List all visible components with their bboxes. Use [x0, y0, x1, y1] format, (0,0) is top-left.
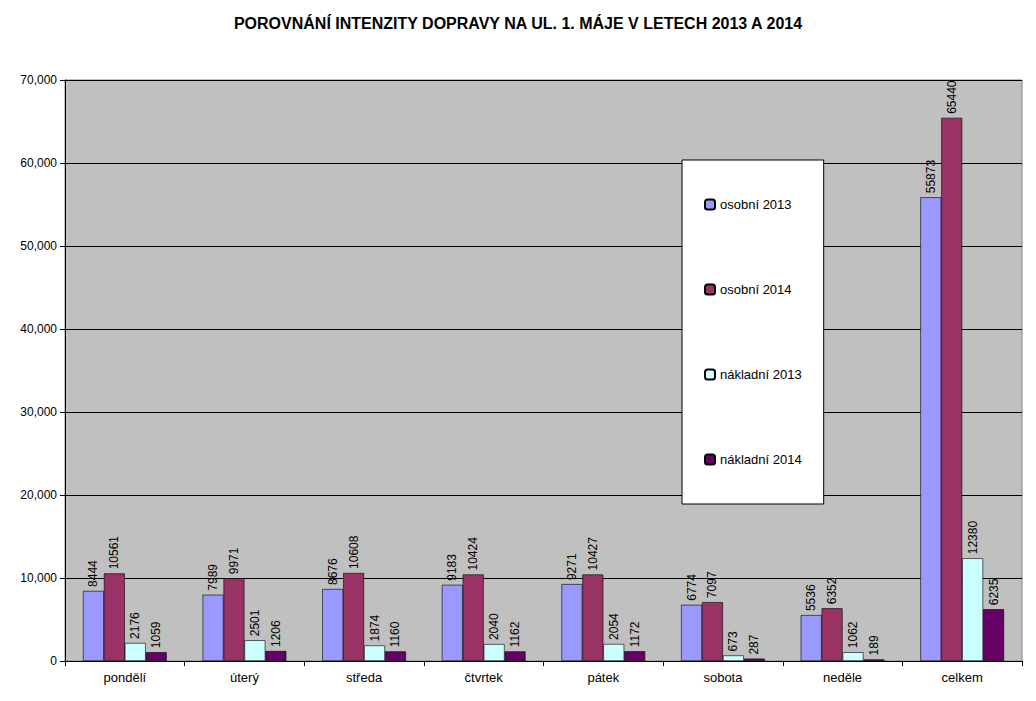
svg-text:40,000: 40,000	[20, 322, 57, 336]
svg-text:osobní 2013: osobní 2013	[720, 197, 792, 212]
svg-text:neděle: neděle	[823, 670, 862, 685]
svg-text:2501: 2501	[248, 609, 262, 636]
svg-text:6352: 6352	[825, 577, 839, 604]
svg-text:osobní 2014: osobní 2014	[720, 282, 792, 297]
svg-text:50,000: 50,000	[20, 239, 57, 253]
svg-text:POROVNÁNÍ INTENZITY DOPRAVY NA: POROVNÁNÍ INTENZITY DOPRAVY NA UL. 1. MÁ…	[234, 14, 802, 32]
svg-text:9271: 9271	[565, 553, 579, 580]
svg-text:0: 0	[50, 654, 57, 668]
svg-text:10561: 10561	[107, 536, 121, 570]
svg-text:1160: 1160	[388, 621, 402, 647]
svg-text:8676: 8676	[326, 558, 340, 585]
svg-text:7989: 7989	[206, 564, 220, 591]
svg-text:10424: 10424	[466, 537, 480, 571]
svg-text:6235: 6235	[987, 578, 1001, 605]
svg-text:2040: 2040	[487, 613, 501, 640]
svg-text:2054: 2054	[607, 613, 621, 640]
svg-text:1206: 1206	[269, 620, 283, 647]
svg-text:9971: 9971	[227, 547, 241, 574]
svg-text:nákladní 2014: nákladní 2014	[720, 452, 802, 467]
svg-text:30,000: 30,000	[20, 405, 57, 419]
svg-text:20,000: 20,000	[20, 488, 57, 502]
svg-text:2176: 2176	[128, 612, 142, 639]
svg-text:60,000: 60,000	[20, 156, 57, 170]
svg-text:10,000: 10,000	[20, 571, 57, 585]
svg-text:65440: 65440	[945, 80, 959, 114]
svg-text:1172: 1172	[628, 621, 642, 647]
svg-text:10427: 10427	[586, 537, 600, 571]
svg-text:nákladní 2013: nákladní 2013	[720, 367, 802, 382]
svg-text:673: 673	[726, 631, 740, 651]
svg-text:1059: 1059	[149, 621, 163, 648]
svg-text:189: 189	[867, 635, 881, 655]
svg-text:celkem: celkem	[942, 670, 983, 685]
svg-text:12380: 12380	[966, 521, 980, 555]
svg-text:pondělí: pondělí	[103, 670, 146, 685]
svg-text:8444: 8444	[86, 560, 100, 587]
svg-text:1062: 1062	[846, 621, 860, 648]
svg-text:9183: 9183	[445, 554, 459, 581]
svg-text:70,000: 70,000	[20, 73, 57, 87]
svg-text:1874: 1874	[368, 614, 382, 641]
svg-text:středa: středa	[346, 670, 383, 685]
svg-text:6774: 6774	[685, 574, 699, 601]
svg-text:55873: 55873	[924, 160, 938, 194]
svg-text:287: 287	[747, 634, 761, 654]
svg-text:čtvrtek: čtvrtek	[465, 670, 504, 685]
svg-text:pátek: pátek	[587, 670, 619, 685]
svg-text:10608: 10608	[347, 535, 361, 569]
svg-text:sobota: sobota	[703, 670, 743, 685]
svg-text:5536: 5536	[804, 584, 818, 611]
svg-text:7097: 7097	[705, 571, 719, 598]
svg-text:1162: 1162	[508, 621, 522, 647]
svg-text:úterý: úterý	[230, 670, 259, 685]
